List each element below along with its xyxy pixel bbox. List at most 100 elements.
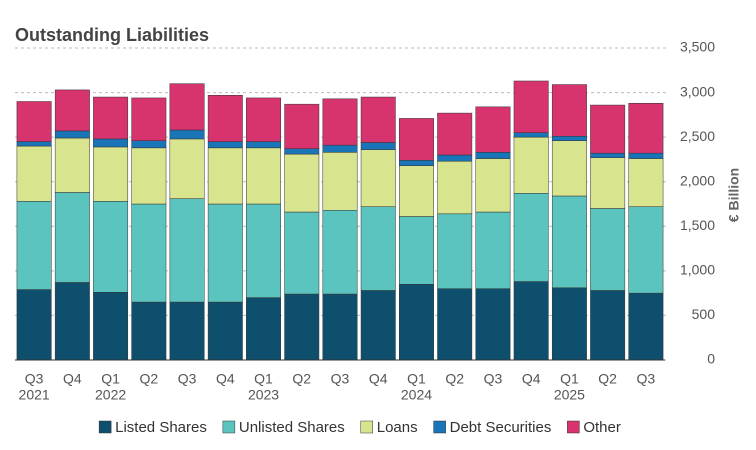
bar-segment <box>475 106 511 153</box>
x-tick-year: 2022 <box>95 387 126 403</box>
bar-segment <box>16 201 52 290</box>
bar-segment <box>399 160 434 166</box>
x-tick-year: 2024 <box>401 387 432 403</box>
bar-segment <box>54 137 90 193</box>
legend-swatch <box>98 420 112 434</box>
bar-segment <box>628 292 664 361</box>
bar-segment <box>360 290 396 361</box>
y-tick-label: 3,000 <box>680 83 715 99</box>
bar-segment <box>207 301 243 361</box>
bar-segment <box>131 147 167 205</box>
bar-segment <box>475 152 511 159</box>
bar-segment <box>475 158 511 213</box>
bar-segment <box>322 98 358 146</box>
y-tick-label: 500 <box>692 306 716 322</box>
bar-segment <box>590 290 626 361</box>
bar-segment <box>590 208 626 291</box>
bar-segment <box>93 146 129 202</box>
x-tick-year: 2025 <box>554 387 585 403</box>
bar-segment <box>169 83 205 131</box>
legend-label: Listed Shares <box>115 419 207 436</box>
bar-segment <box>246 141 281 149</box>
x-tick-label: Q3 <box>178 371 197 387</box>
bar-segment <box>169 138 205 199</box>
bar-segment <box>54 192 90 283</box>
bar-segment <box>131 140 167 149</box>
bar-segment <box>399 216 434 285</box>
legend-label: Debt Securities <box>450 419 552 436</box>
bar-segment <box>284 148 320 155</box>
bar-segment <box>16 101 52 142</box>
bar-segment <box>131 301 167 361</box>
bar-segment <box>437 112 473 156</box>
bar-segment <box>246 297 281 361</box>
bar-segment <box>437 213 473 289</box>
bar-segment <box>246 147 281 205</box>
x-tick-year: 2023 <box>248 387 279 403</box>
bar-segment <box>628 206 664 294</box>
bar-segment <box>16 145 52 202</box>
bar-segment <box>284 293 320 361</box>
x-tick-label: Q3 <box>484 371 503 387</box>
bar-segment <box>93 292 129 361</box>
bar-segment <box>513 136 549 194</box>
bar-segment <box>322 152 358 211</box>
x-tick-label: Q2 <box>598 371 617 387</box>
bar-segment <box>93 201 129 293</box>
bar-segment <box>207 94 243 142</box>
bar-segment <box>246 203 281 298</box>
bar-segment <box>207 203 243 303</box>
x-tick-year: 2021 <box>19 387 50 403</box>
bar-segment <box>322 144 358 153</box>
bar-segment <box>360 96 396 143</box>
x-tick-label: Q4 <box>522 371 541 387</box>
bar-segment <box>246 97 281 142</box>
bar-segment <box>475 288 511 361</box>
bar-segment <box>131 203 167 303</box>
bar-segment <box>513 132 549 138</box>
bar-segment <box>475 211 511 289</box>
bar-segment <box>628 152 664 159</box>
bar-segment <box>551 287 587 361</box>
bar-segment <box>437 160 473 215</box>
legend-label: Other <box>583 419 621 436</box>
bar-segment <box>93 96 129 140</box>
bar-segment <box>437 154 473 162</box>
legend-label: Unlisted Shares <box>239 419 345 436</box>
bar-segment <box>360 149 396 207</box>
x-tick-label: Q2 <box>292 371 311 387</box>
bar-segment <box>437 288 473 361</box>
bar-segment <box>551 140 587 197</box>
bar-segment <box>590 157 626 209</box>
x-tick-label: Q1 <box>101 371 120 387</box>
bar-segment <box>551 84 587 137</box>
x-tick-label: Q4 <box>63 371 82 387</box>
legend-swatch <box>222 420 236 434</box>
y-tick-label: 3,500 <box>680 39 715 55</box>
bar-segment <box>54 282 90 361</box>
chart-title: Outstanding Liabilities <box>15 25 209 45</box>
bar-segment <box>322 293 358 361</box>
bar-segment <box>322 209 358 295</box>
bar-segment <box>399 283 434 361</box>
bar-segment <box>169 129 205 140</box>
bar-segment <box>590 152 626 158</box>
bar-segment <box>284 103 320 149</box>
bar-segment <box>284 153 320 213</box>
legend-swatch <box>567 420 580 434</box>
bar-segment <box>513 80 549 133</box>
bar-segment <box>16 289 52 361</box>
bar-segment <box>169 198 205 303</box>
bar-segment <box>513 281 549 361</box>
y-tick-label: 1,000 <box>680 262 715 278</box>
y-tick-label: 2,500 <box>680 128 715 144</box>
x-tick-label: Q2 <box>445 371 464 387</box>
x-tick-label: Q1 <box>254 371 273 387</box>
x-tick-label: Q1 <box>407 371 426 387</box>
y-axis-label: € Billion <box>726 168 742 222</box>
bar-segment <box>207 141 243 149</box>
bar-segment <box>551 136 587 141</box>
x-tick-label: Q2 <box>139 371 158 387</box>
bar-segment <box>628 158 664 207</box>
